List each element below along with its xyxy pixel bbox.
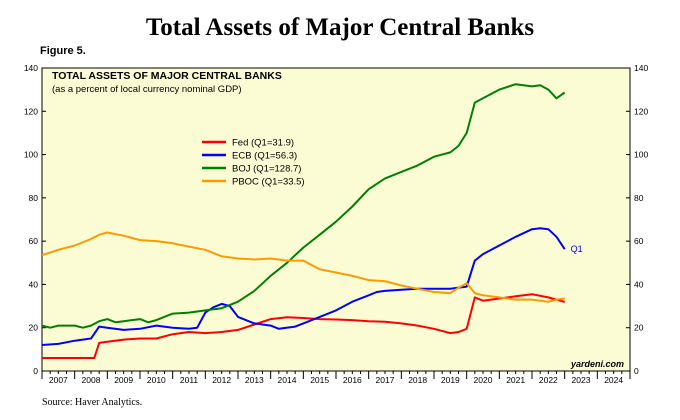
source-note: Source: Haver Analytics. (42, 397, 143, 408)
plot-area (41, 67, 631, 372)
series-line-pboc (41, 231, 565, 303)
legend-label-pboc: PBOC (Q1=33.5) (232, 177, 305, 188)
chart-title: TOTAL ASSETS OF MAJOR CENTRAL BANKS (52, 70, 282, 82)
x-tick-label: 2017 (376, 375, 395, 385)
y-tick-label-right: 120 (634, 106, 648, 116)
y-tick-label-right: 40 (634, 279, 644, 289)
y-tick-label-right: 140 (634, 63, 648, 73)
x-tick-label: 2010 (147, 375, 166, 385)
page-title: Total Assets of Major Central Banks (145, 14, 535, 41)
figure-label: Figure 5. (40, 45, 86, 57)
x-axis: 2007 2008 2009 2010 2011 2012 2013 2014 2015 2016… (41, 371, 631, 385)
x-tick-label: 2023 (572, 375, 591, 385)
x-tick-label: 2013 (245, 375, 264, 385)
y-tick-label-left: 60 (29, 236, 39, 246)
y-tick-label-right: 60 (634, 236, 644, 246)
y-tick-label-right: 80 (634, 193, 644, 203)
x-tick-label: 2024 (604, 375, 623, 385)
y-tick-label-left: 40 (29, 279, 39, 289)
series-line-fed (42, 293, 565, 359)
x-tick-label: 2020 (474, 375, 493, 385)
series-layer (41, 83, 566, 359)
x-tick-label: 2012 (212, 375, 231, 385)
x-tick-label: 2021 (506, 375, 525, 385)
legend-label-boj: BOJ (Q1=128.7) (232, 164, 301, 175)
y-tick-label-left: 100 (24, 150, 38, 160)
y-tick-label-left: 120 (24, 106, 38, 116)
x-tick-label: 2009 (114, 375, 133, 385)
x-tick-label: 2008 (82, 375, 101, 385)
y-tick-label-right: 20 (634, 323, 644, 333)
y-tick-label-left: 140 (24, 63, 38, 73)
y-tick-label-left: 80 (29, 193, 39, 203)
x-tick-label: 2022 (539, 375, 558, 385)
legend: Fed (Q1=31.9) ECB (Q1=56.3) BOJ (Q1=128.7)… (202, 138, 305, 188)
x-tick-label: 2016 (343, 375, 362, 385)
x-tick-label: 2019 (441, 375, 460, 385)
y-tick-label-left: 20 (29, 323, 39, 333)
end-label: Q1 (571, 244, 583, 254)
series-line-boj (41, 83, 566, 329)
y-axis-right: 0 20 40 60 80 100 120 140 (626, 63, 648, 376)
x-tick-label: 2014 (278, 375, 297, 385)
chart-subtitle: (as a percent of local currency nominal … (52, 84, 242, 95)
y-axis-left: 0 20 40 60 80 100 120 140 (24, 63, 46, 376)
y-tick-label-left: 0 (33, 366, 38, 376)
x-tick-label: 2018 (408, 375, 427, 385)
watermark: yardeni.com (570, 359, 624, 369)
x-tick-label: 2011 (180, 375, 199, 385)
x-tick-label: 2015 (310, 375, 329, 385)
x-tick-label: 2007 (49, 375, 68, 385)
legend-label-fed: Fed (Q1=31.9) (232, 138, 294, 149)
series-line-ecb (41, 227, 566, 346)
legend-label-ecb: ECB (Q1=56.3) (232, 151, 297, 162)
y-tick-label-right: 0 (634, 366, 639, 376)
y-tick-label-right: 100 (634, 150, 648, 160)
